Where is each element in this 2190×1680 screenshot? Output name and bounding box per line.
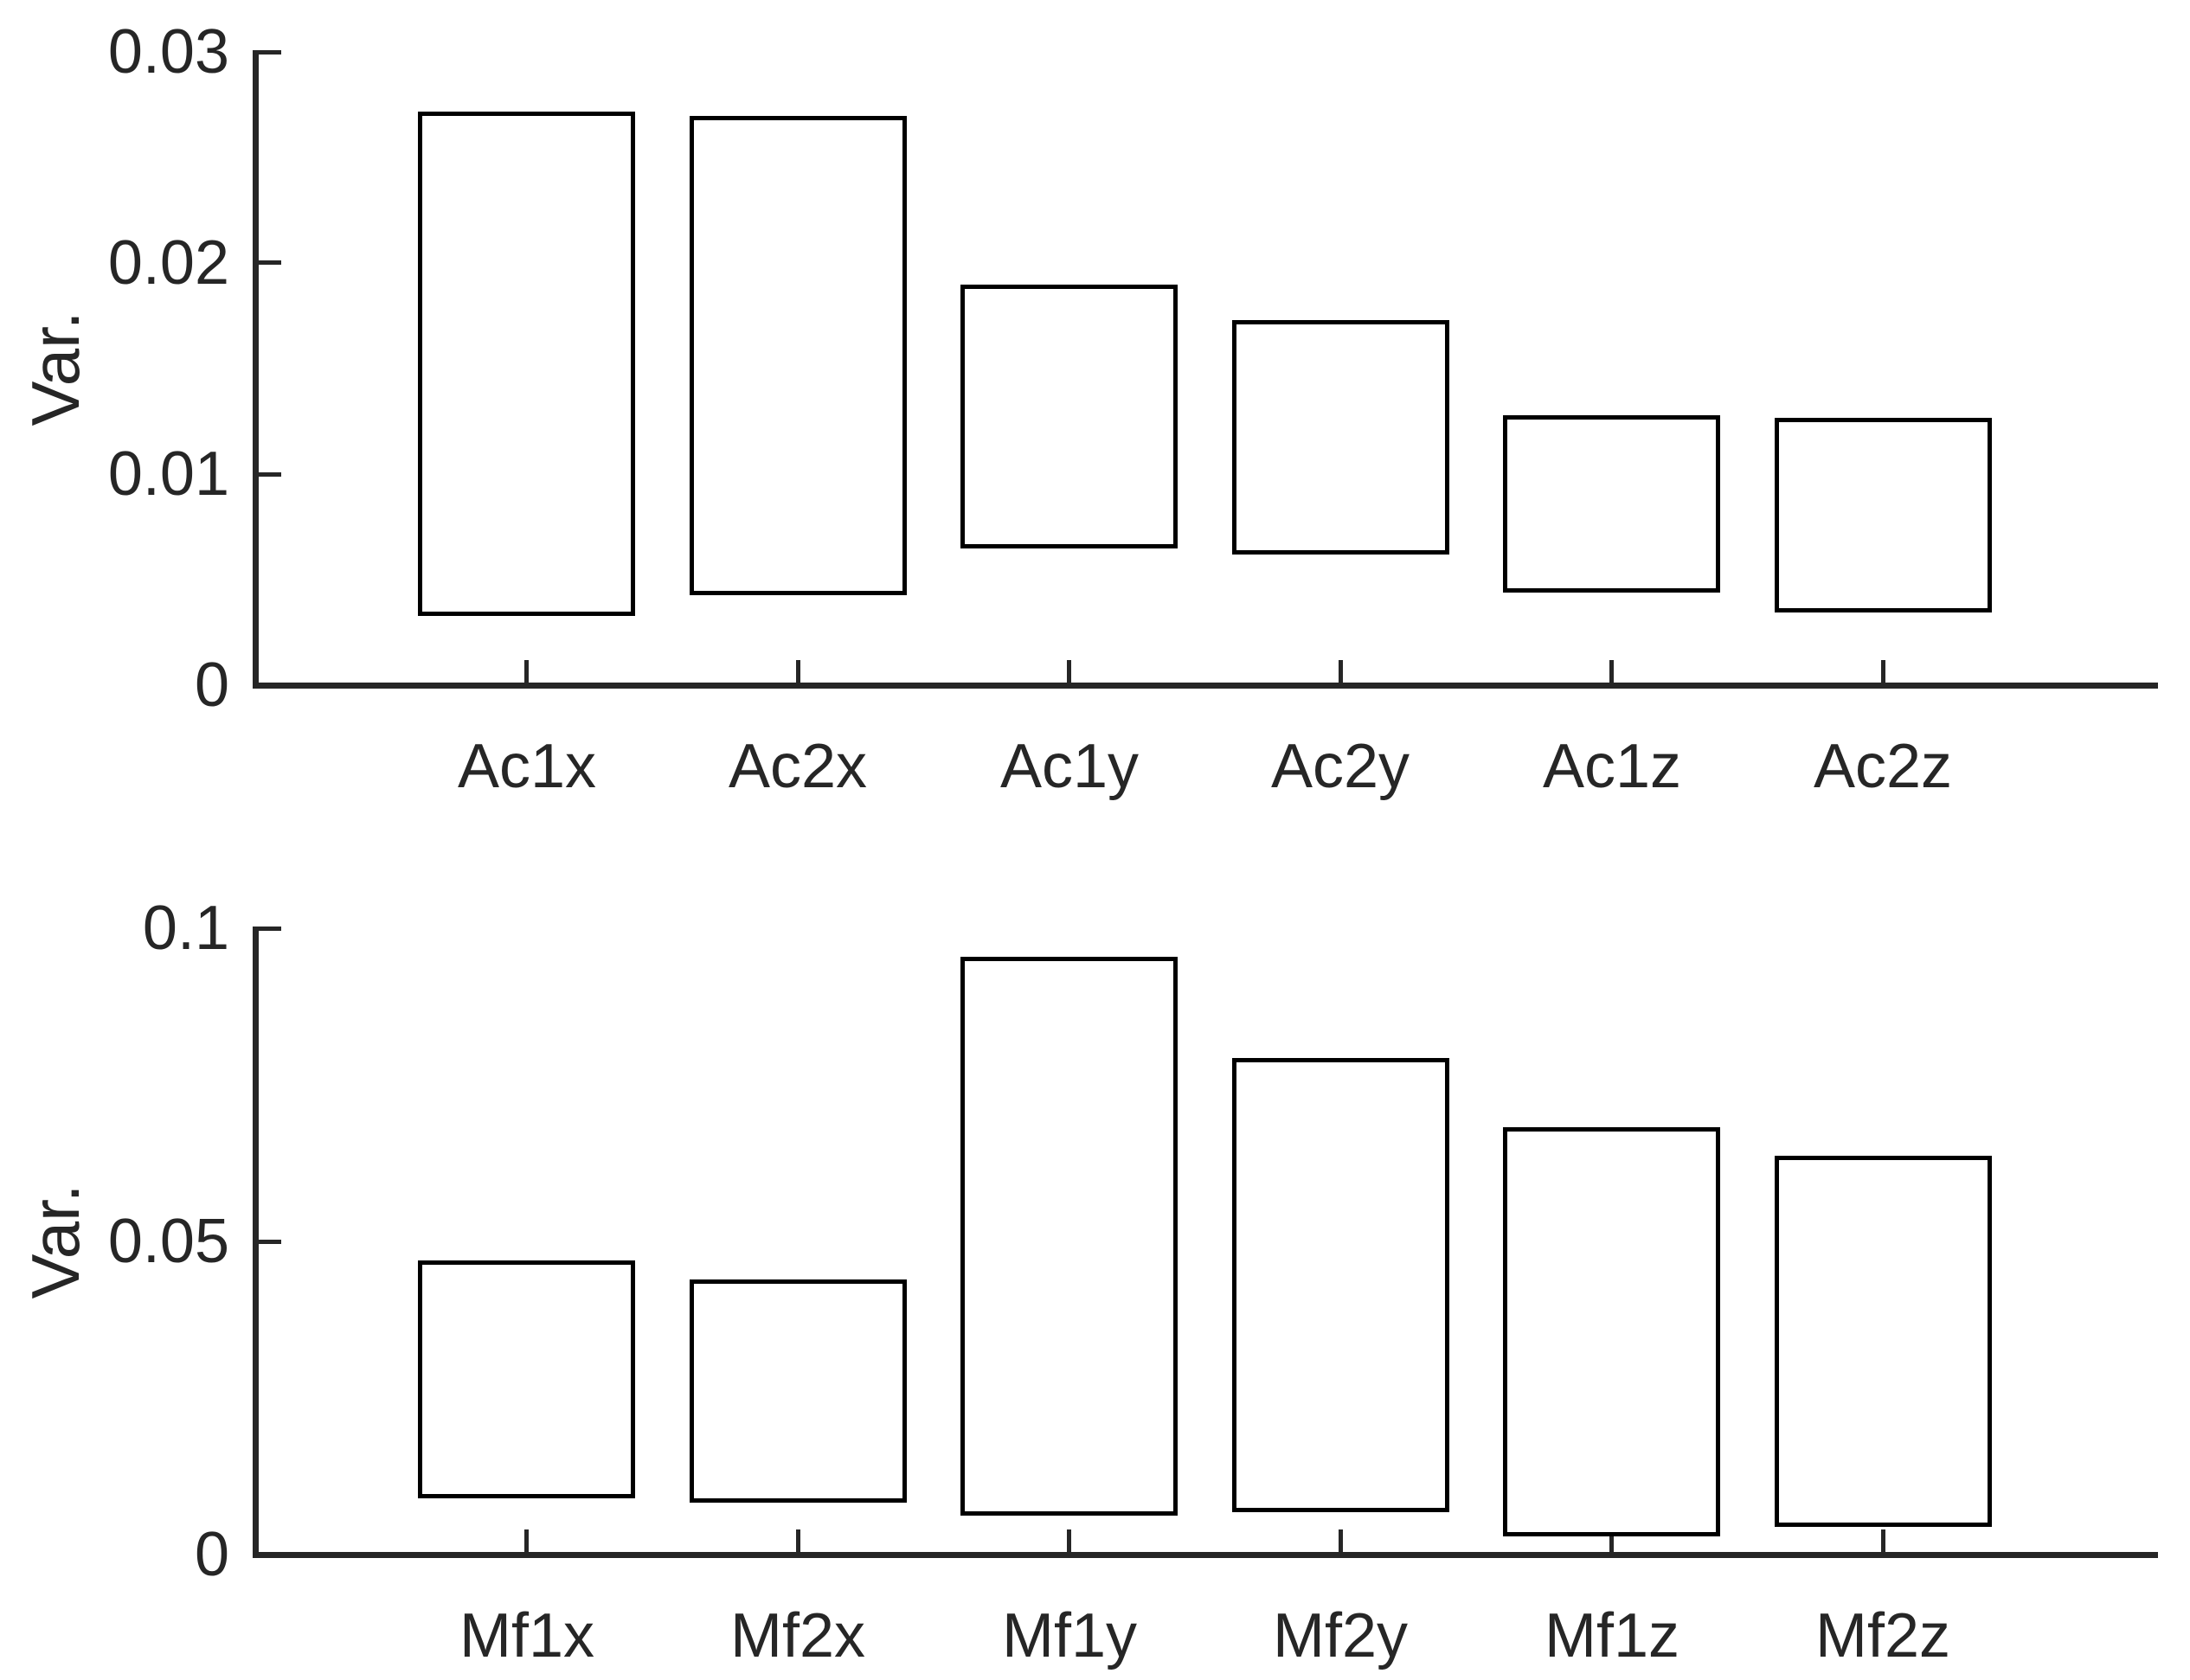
- x-tick-label-Ac1x: Ac1x: [457, 732, 597, 801]
- x-tick: [796, 1529, 800, 1552]
- x-tick-label-Mf2y: Mf2y: [1272, 1601, 1409, 1670]
- x-tick: [1339, 1529, 1343, 1552]
- y-tick-label: 0: [194, 651, 229, 720]
- bar-Mf1x: [418, 1260, 635, 1498]
- y-tick: [259, 1240, 281, 1244]
- y-tick-label: 0.03: [107, 17, 229, 87]
- x-tick-label-Mf2z: Mf2z: [1814, 1601, 1951, 1670]
- y-tick-label: 0.1: [142, 894, 229, 963]
- y-tick-label: 0.01: [107, 439, 229, 509]
- bar-Mf2x: [690, 1279, 907, 1503]
- x-tick: [1609, 1529, 1614, 1552]
- x-tick-label-Ac2y: Ac2y: [1270, 732, 1410, 801]
- bar-Mf1z: [1503, 1127, 1720, 1536]
- x-tick: [1609, 660, 1614, 683]
- x-tick: [1067, 660, 1071, 683]
- x-tick: [524, 1529, 529, 1552]
- bar-Ac1z: [1503, 415, 1720, 593]
- bar-Mf1y: [960, 957, 1178, 1516]
- y-tick: [259, 683, 281, 688]
- y-tick: [259, 927, 281, 931]
- y-tick-label: 0: [194, 1520, 229, 1589]
- x-tick-label-Mf1z: Mf1z: [1544, 1601, 1680, 1670]
- bar-Ac2y: [1232, 320, 1449, 555]
- x-tick: [1067, 1529, 1071, 1552]
- x-tick: [796, 660, 800, 683]
- x-tick: [1881, 1529, 1885, 1552]
- x-tick-label-Ac1z: Ac1z: [1542, 732, 1682, 801]
- bar-Ac1y: [960, 285, 1178, 548]
- y-tick-label: 0.05: [107, 1207, 229, 1276]
- bar-Ac1x: [418, 112, 635, 616]
- bar-Mf2y: [1232, 1058, 1449, 1512]
- x-tick-label-Mf2x: Mf2x: [729, 1601, 866, 1670]
- y-tick: [259, 260, 281, 265]
- x-tick-label-Mf1x: Mf1x: [459, 1601, 595, 1670]
- x-tick-label-Ac1y: Ac1y: [999, 732, 1140, 801]
- x-tick-label-Ac2x: Ac2x: [728, 732, 868, 801]
- bar-Mf2z: [1775, 1156, 1992, 1527]
- bar-Ac2z: [1775, 418, 1992, 612]
- x-axis-line: [253, 1552, 2158, 1558]
- x-tick: [524, 660, 529, 683]
- y-axis-line: [253, 50, 259, 688]
- y-tick: [259, 472, 281, 477]
- bar-Ac2x: [690, 116, 907, 595]
- x-axis-line: [253, 683, 2158, 689]
- x-tick-label-Mf1y: Mf1y: [1001, 1601, 1138, 1670]
- y-tick-label: 0.02: [107, 228, 229, 298]
- x-tick: [1339, 660, 1343, 683]
- y-tick: [259, 50, 281, 55]
- y-axis-line: [253, 927, 259, 1557]
- y-tick: [259, 1553, 281, 1557]
- x-tick-label-Ac2z: Ac2z: [1813, 732, 1953, 801]
- x-tick: [1881, 660, 1885, 683]
